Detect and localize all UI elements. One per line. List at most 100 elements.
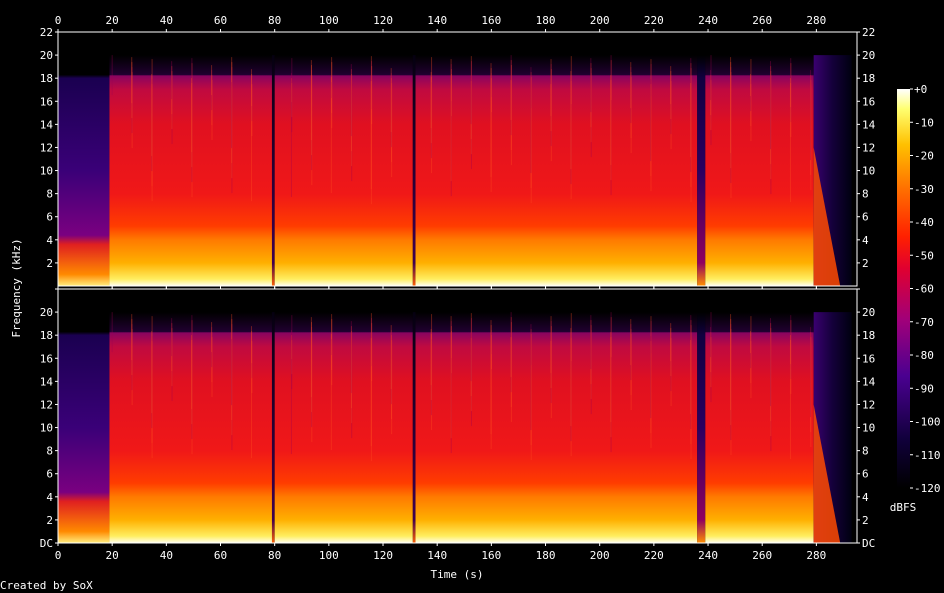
segment-1	[109, 312, 272, 543]
colorbar-tick-label: -80	[914, 349, 934, 362]
y-tick-label: 6	[862, 468, 869, 481]
segment-0	[58, 312, 110, 543]
x-tick-label: 100	[319, 549, 339, 562]
y-axis-label: Frequency (kHz)	[10, 238, 23, 337]
spectrogram-panel-1	[58, 32, 857, 286]
y-tick-label: 22	[862, 26, 875, 39]
colorbar-tick-label: +0	[914, 83, 927, 96]
y-tick-label: 6	[46, 211, 53, 224]
x-tick-label: 280	[806, 14, 826, 27]
y-tick-label: 2	[862, 257, 869, 270]
rolloff-wedge	[813, 147, 841, 286]
segment-2	[271, 312, 275, 543]
x-tick-label: 160	[481, 14, 501, 27]
y-tick-label: 14	[862, 118, 876, 131]
segment-7	[705, 312, 814, 543]
y-tick-label: 10	[862, 422, 875, 435]
y-tick-label: 18	[40, 72, 53, 85]
y-tick-label: DC	[40, 537, 53, 550]
segment-5	[415, 55, 698, 286]
x-tick-label: 0	[55, 14, 62, 27]
x-axis-label: Time (s)	[431, 568, 484, 581]
colorbar-tick-label: -100	[914, 416, 941, 429]
y-tick-label: 18	[862, 329, 875, 342]
y-tick-label: 6	[862, 211, 869, 224]
spectrogram-panel-2	[58, 289, 857, 543]
colorbar: +0 -10 -20 -30 -40 -50 -60 -70 -80 -90 -100 -110 -12…	[890, 83, 941, 514]
y-tick-label: 8	[862, 188, 869, 201]
y-tick-label: 2	[862, 514, 869, 527]
x-tick-label: 180	[536, 14, 556, 27]
y-tick-label: 18	[40, 329, 53, 342]
y-tick-label: 16	[40, 95, 53, 108]
colorbar-tick-label: -110	[914, 449, 941, 462]
segment-3	[274, 312, 413, 543]
segment-2	[271, 55, 275, 286]
x-tick-label: 80	[268, 14, 281, 27]
y-tick-label: 20	[862, 306, 875, 319]
segment-0	[58, 55, 110, 286]
x-tick-label: 60	[214, 549, 227, 562]
segment-6	[697, 312, 706, 543]
x-tick-label: 0	[55, 549, 62, 562]
y-tick-label: 12	[40, 398, 53, 411]
segment-4	[412, 312, 416, 543]
x-tick-label: 40	[160, 14, 173, 27]
x-tick-label: 20	[106, 549, 119, 562]
y-tick-label: 4	[46, 234, 53, 247]
y-tick-label: 22	[40, 26, 53, 39]
y-tick-label: 8	[46, 445, 53, 458]
colorbar-tick-label: -20	[914, 150, 934, 163]
y-tick-label: 16	[862, 352, 875, 365]
segment-4	[412, 55, 416, 286]
y-tick-label: 12	[862, 141, 875, 154]
y-tick-label: 14	[40, 375, 54, 388]
y-tick-label: 10	[40, 165, 53, 178]
y-tick-label: 18	[862, 72, 875, 85]
y-tick-label: 20	[40, 49, 53, 62]
x-tick-label: 220	[644, 14, 664, 27]
y-tick-label: 2	[46, 257, 53, 270]
plot-area	[58, 32, 857, 543]
x-tick-label: 260	[752, 549, 772, 562]
x-tick-label: 80	[268, 549, 281, 562]
colorbar-tick-label: -50	[914, 249, 934, 262]
panel-frame	[57, 31, 858, 287]
x-tick-label: 200	[590, 549, 610, 562]
y-tick-label: 10	[862, 165, 875, 178]
x-tick-label: 140	[427, 14, 447, 27]
x-tick-label: 280	[806, 549, 826, 562]
panel-frame	[57, 288, 858, 544]
sox-credit: Created by SoX	[0, 579, 93, 592]
x-tick-label: 220	[644, 549, 664, 562]
colorbar-ticks: +0 -10 -20 -30 -40 -50 -60 -70 -80 -90 -100 -110 -12…	[910, 83, 941, 495]
y-tick-label: 16	[40, 352, 53, 365]
y-tick-label: 20	[40, 306, 53, 319]
segment-7	[705, 55, 814, 286]
rolloff-wedge	[813, 404, 841, 543]
y-tick-label: 10	[40, 422, 53, 435]
y-tick-label: 4	[46, 491, 53, 504]
segment-1	[109, 55, 272, 286]
colorbar-label: dBFS	[890, 501, 917, 514]
y-tick-label: 12	[862, 398, 875, 411]
y-tick-label: 6	[46, 468, 53, 481]
y-tick-label: 12	[40, 141, 53, 154]
y-tick-label: 4	[862, 491, 869, 504]
x-tick-label: 60	[214, 14, 227, 27]
segment-3	[274, 55, 413, 286]
colorbar-tick-label: -70	[914, 316, 934, 329]
y-tick-label: 20	[862, 49, 875, 62]
colorbar-tick-label: -90	[914, 382, 934, 395]
y-tick-label: 4	[862, 234, 869, 247]
x-tick-label: 160	[481, 549, 501, 562]
y-tick-label: 16	[862, 95, 875, 108]
x-tick-label: 240	[698, 549, 718, 562]
x-tick-label: 260	[752, 14, 772, 27]
colorbar-tick-label: -60	[914, 283, 934, 296]
x-tick-label: 140	[427, 549, 447, 562]
x-tick-label: 120	[373, 14, 393, 27]
segment-5	[415, 312, 698, 543]
